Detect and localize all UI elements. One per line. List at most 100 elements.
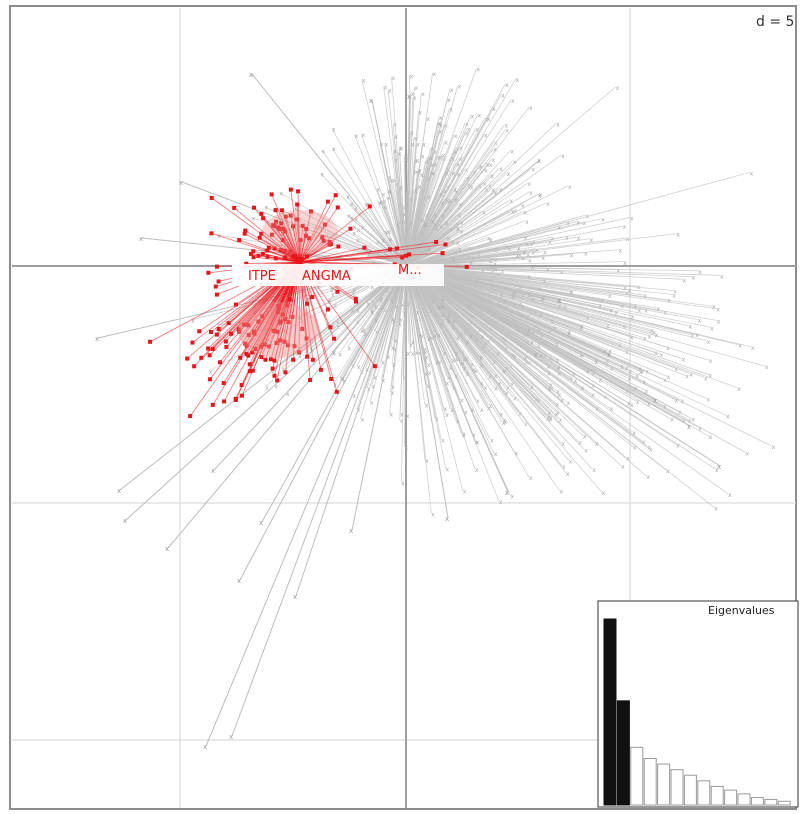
bg-point: x (433, 162, 437, 169)
group-point (308, 378, 313, 383)
group-point (237, 238, 242, 243)
bg-point: x (485, 186, 489, 193)
group-point (233, 302, 238, 307)
bg-point: x (621, 464, 625, 471)
bg-point: x (556, 121, 560, 128)
bg-point: x (620, 364, 624, 371)
group-point (251, 205, 256, 210)
bg-point: x (510, 148, 514, 155)
bg-point: x (463, 366, 467, 373)
bg-point: x (356, 308, 360, 315)
group-point (333, 193, 338, 198)
bg-point: x (362, 327, 366, 334)
bg-point: x (560, 397, 564, 404)
bg-point: x (467, 182, 471, 189)
bg-point: x (561, 441, 565, 448)
bg-point: x (383, 204, 387, 211)
bg-point: x (614, 309, 618, 316)
bg-point: x (378, 200, 382, 207)
bg-point: x (418, 184, 422, 191)
group-label-box: ITPE ANGMA M... (232, 263, 444, 286)
outlier-point: x (165, 545, 169, 553)
bg-point: x (463, 489, 467, 496)
bg-point: x (440, 313, 444, 320)
bg-point: x (682, 277, 686, 284)
bg-point: x (510, 382, 514, 389)
group-point (148, 339, 153, 344)
bg-point: x (595, 359, 599, 366)
bg-point: x (298, 315, 302, 322)
bg-point: x (447, 318, 451, 325)
bg-segment (405, 265, 673, 295)
bg-point: x (610, 406, 614, 413)
bg-point: x (433, 71, 437, 78)
eigenvalue-bar (710, 785, 724, 806)
group-point (336, 244, 341, 249)
group-point (329, 377, 334, 382)
bg-segment (405, 154, 443, 267)
bg-point: x (586, 368, 590, 375)
bg-point: x (751, 345, 755, 352)
bg-point: x (456, 240, 460, 247)
bg-point: x (557, 365, 561, 372)
bg-point: x (681, 398, 685, 405)
bg-point: x (625, 365, 629, 372)
outlier-segment (251, 73, 407, 267)
group-segment (299, 240, 324, 263)
group-point (434, 239, 439, 244)
bg-point: x (475, 467, 479, 474)
bg-segment (303, 236, 407, 267)
outlier-segment (141, 237, 407, 267)
group-segment (239, 239, 301, 263)
bg-point: x (483, 341, 487, 348)
bg-point: x (546, 201, 550, 208)
bg-point: x (405, 157, 409, 164)
bg-point: x (414, 159, 418, 166)
group-point (236, 327, 241, 332)
bg-point: x (275, 384, 279, 391)
outlier-segment (119, 265, 407, 491)
bg-point: x (383, 307, 387, 314)
bg-segment (291, 226, 407, 267)
group-point (305, 301, 310, 306)
bg-point: x (465, 121, 469, 128)
outlier-segment (205, 265, 407, 747)
bg-point: x (446, 467, 450, 474)
group-segment (299, 243, 446, 263)
bg-point: x (439, 224, 443, 231)
eigenvalue-bar (764, 798, 778, 806)
bg-segment (405, 265, 570, 461)
group-ellipse (262, 210, 338, 254)
bg-point: x (426, 166, 430, 173)
bg-point: x (355, 133, 359, 140)
group-segment (299, 201, 329, 263)
bg-point: x (541, 296, 545, 303)
bg-point: x (410, 73, 414, 80)
group-segment (299, 236, 323, 263)
bg-point: x (458, 202, 462, 209)
bg-point: x (556, 358, 560, 365)
bg-point: x (709, 434, 713, 441)
bg-point: x (516, 77, 520, 84)
outlier-segment (261, 265, 407, 523)
bg-point: x (623, 224, 627, 231)
bg-point: x (352, 231, 356, 238)
bg-point: x (402, 219, 406, 226)
bg-point: x (409, 342, 413, 349)
bg-point: x (393, 347, 397, 354)
bg-point: x (424, 371, 428, 378)
bg-segment (405, 265, 717, 310)
bg-point: x (478, 112, 482, 119)
bg-point: x (728, 492, 732, 499)
bg-point: x (558, 392, 562, 399)
bg-point: x (438, 121, 442, 128)
bg-point: x (557, 364, 561, 371)
bg-point: x (387, 229, 391, 236)
bg-point: x (546, 266, 550, 273)
bg-point: x (445, 412, 449, 419)
bg-point: x (627, 400, 631, 407)
bg-point: x (484, 385, 488, 392)
bg-point: x (499, 411, 503, 418)
bg-point: x (365, 201, 369, 208)
bg-point: x (264, 205, 268, 212)
